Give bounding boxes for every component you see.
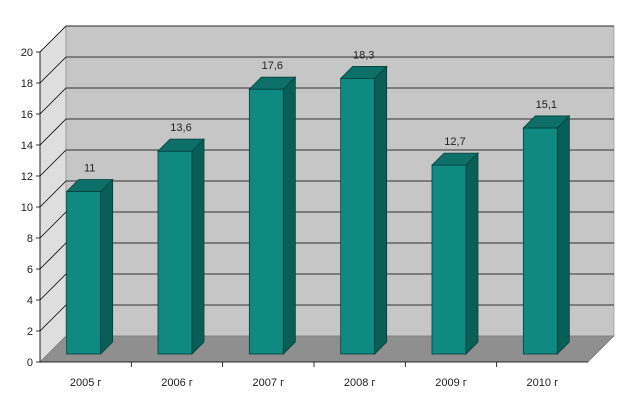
bar-side — [556, 114, 570, 355]
y-tick-label: 18 — [21, 78, 33, 90]
gridline — [39, 242, 614, 270]
bar-front — [431, 164, 467, 355]
data-label: 17,6 — [262, 60, 283, 72]
gridline — [39, 25, 614, 53]
gridline — [39, 56, 614, 84]
bar-top — [431, 152, 479, 166]
data-label: 15,1 — [536, 99, 557, 111]
bar-front — [340, 77, 376, 355]
gridline — [39, 118, 614, 146]
bar-top — [522, 115, 571, 129]
x-tick-label: 2006 г — [161, 377, 193, 389]
x-tick-label: 2005 г — [70, 377, 102, 389]
bar-front — [248, 88, 284, 355]
x-tick-label: 2010 г — [527, 377, 559, 389]
gridline — [39, 87, 614, 115]
bar-top — [157, 138, 205, 152]
x-tick-label: 2008 г — [344, 377, 376, 389]
data-label: 11 — [84, 163, 95, 175]
bar-front — [157, 150, 193, 355]
y-tick-label: 4 — [27, 295, 33, 307]
y-tick-label: 0 — [27, 357, 33, 369]
x-tick-label: 2009 г — [435, 377, 467, 389]
y-tick-label: 20 — [21, 47, 33, 59]
y-tick-label: 12 — [21, 171, 33, 183]
bar-front — [66, 191, 102, 355]
bar-side — [465, 152, 479, 355]
bar-side — [374, 65, 388, 355]
y-tick-label: 2 — [27, 326, 33, 338]
y-tick-label: 14 — [21, 140, 33, 152]
bar-front — [522, 127, 558, 355]
gridline — [39, 180, 614, 208]
y-tick-label: 6 — [27, 264, 33, 276]
bar-side — [100, 178, 114, 355]
data-label: 12,7 — [444, 136, 465, 148]
bar-top — [65, 179, 114, 192]
bar-side — [282, 76, 296, 355]
bar-side — [191, 138, 205, 355]
data-label: 18,3 — [353, 49, 374, 61]
y-tick-label: 8 — [27, 233, 33, 245]
gridline — [39, 273, 614, 301]
y-tick-label: 10 — [21, 202, 33, 214]
gridline — [39, 211, 614, 239]
y-tick-label: 16 — [21, 109, 33, 121]
x-tick-label: 2007 г — [253, 377, 285, 389]
bar-top — [248, 76, 297, 90]
bar-top — [339, 65, 388, 79]
gridline — [39, 149, 614, 177]
data-label: 13,6 — [170, 122, 191, 134]
gridline — [39, 304, 614, 332]
